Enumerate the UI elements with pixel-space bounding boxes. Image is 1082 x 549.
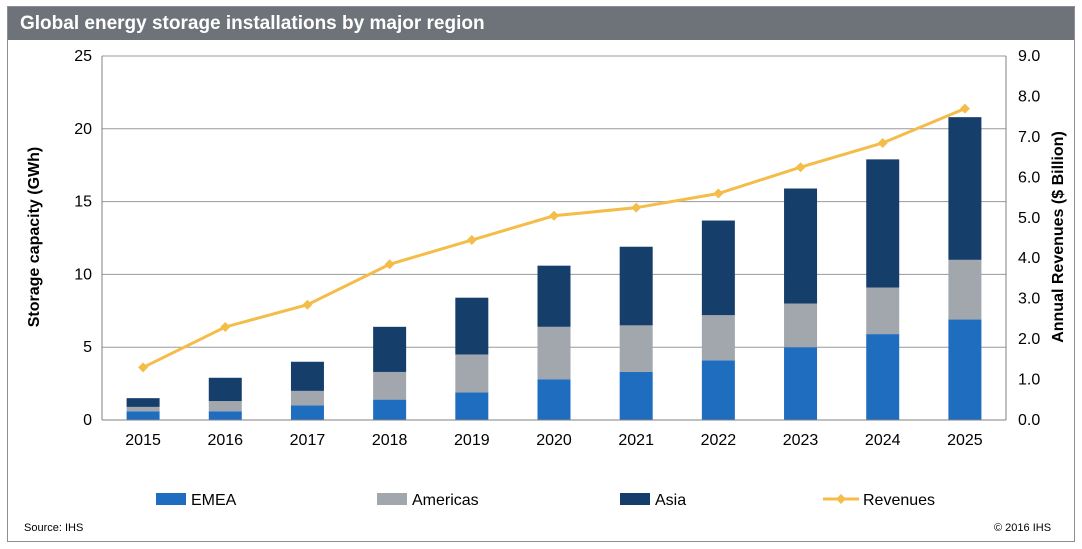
bar-asia-2017 — [290, 361, 324, 391]
bar-americas-2025 — [948, 259, 982, 320]
legend-swatch-asia — [620, 493, 650, 505]
x-tick-label: 2020 — [536, 432, 572, 449]
y2-tick-label: 0.0 — [1018, 412, 1040, 429]
revenue-line — [138, 103, 970, 373]
revenue-marker — [466, 235, 477, 246]
bar-emea-2017 — [290, 405, 324, 420]
x-tick-label: 2015 — [125, 432, 161, 449]
x-tick-label: 2018 — [372, 432, 408, 449]
x-tick-label: 2023 — [783, 432, 819, 449]
y2-tick-label: 9.0 — [1018, 48, 1040, 65]
bar-asia-2016 — [208, 377, 242, 402]
bar-americas-2016 — [208, 401, 242, 412]
x-tick-label: 2022 — [701, 432, 737, 449]
legend-swatch-emea — [156, 493, 186, 505]
axes: 05101520250.01.02.03.04.05.06.07.08.09.0… — [74, 48, 1040, 449]
source-note: Source: IHS — [24, 522, 84, 534]
bar-asia-2020 — [537, 265, 571, 327]
revenue-marker — [959, 103, 970, 114]
y2-tick-label: 8.0 — [1018, 88, 1040, 105]
revenue-marker — [877, 137, 888, 148]
x-tick-label: 2025 — [947, 432, 983, 449]
chart-title: Global energy storage installations by m… — [20, 13, 485, 34]
x-tick-label: 2017 — [290, 432, 326, 449]
revenue-marker — [713, 188, 724, 199]
bar-americas-2024 — [866, 287, 900, 335]
copyright-note: © 2016 IHS — [994, 522, 1052, 534]
y-tick-label: 15 — [74, 194, 92, 211]
y2-tick-label: 6.0 — [1018, 169, 1040, 186]
legend-label-revenues: Revenues — [863, 492, 935, 509]
title-bar: Global energy storage installations by m… — [8, 7, 1074, 40]
revenue-marker — [631, 202, 642, 213]
bar-asia-2023 — [784, 188, 818, 304]
x-tick-label: 2021 — [618, 432, 654, 449]
y-tick-label: 20 — [74, 121, 92, 138]
y2-tick-label: 5.0 — [1018, 210, 1040, 227]
y-tick-label: 10 — [74, 266, 92, 283]
bars — [126, 117, 982, 420]
bar-asia-2021 — [619, 246, 653, 326]
y2-axis-label: Annual Revenues ($ Billion) — [1050, 131, 1067, 343]
y2-tick-label: 3.0 — [1018, 291, 1040, 308]
bar-emea-2020 — [537, 379, 571, 420]
bar-americas-2021 — [619, 325, 653, 372]
revenue-marker — [302, 299, 313, 310]
bar-emea-2025 — [948, 319, 982, 420]
y2-tick-label: 7.0 — [1018, 129, 1040, 146]
bar-asia-2025 — [948, 117, 982, 260]
bar-asia-2015 — [126, 398, 160, 407]
bar-americas-2019 — [455, 354, 489, 393]
bar-emea-2018 — [373, 399, 407, 420]
bar-americas-2018 — [373, 371, 407, 400]
legend-label-asia: Asia — [655, 492, 686, 509]
bar-emea-2016 — [208, 411, 242, 420]
bar-emea-2023 — [784, 347, 818, 420]
revenue-marker — [220, 321, 231, 332]
revenue-marker — [549, 210, 559, 221]
bar-asia-2019 — [455, 297, 489, 355]
legend-marker-revenues — [836, 494, 846, 504]
revenue-marker — [138, 362, 149, 373]
bar-americas-2015 — [126, 406, 160, 412]
y-axis-label: Storage capacity (GWh) — [26, 147, 43, 327]
y2-tick-label: 4.0 — [1018, 250, 1040, 267]
y-tick-label: 5 — [83, 339, 92, 356]
bar-asia-2022 — [701, 220, 735, 316]
y-tick-label: 0 — [83, 412, 92, 429]
x-tick-label: 2024 — [865, 432, 901, 449]
bar-emea-2019 — [455, 392, 489, 420]
y2-tick-label: 2.0 — [1018, 331, 1040, 348]
legend-swatch-americas — [377, 493, 407, 505]
bar-emea-2021 — [619, 371, 653, 420]
bar-americas-2017 — [290, 390, 324, 406]
x-tick-label: 2016 — [207, 432, 243, 449]
bar-americas-2020 — [537, 326, 571, 380]
legend-label-americas: Americas — [412, 492, 479, 509]
legend-label-emea: EMEA — [191, 492, 237, 509]
bar-emea-2015 — [126, 411, 160, 420]
bar-emea-2022 — [701, 360, 735, 420]
bar-asia-2024 — [866, 159, 900, 288]
y2-tick-label: 1.0 — [1018, 372, 1040, 389]
revenue-marker — [795, 162, 806, 173]
bar-americas-2022 — [701, 315, 735, 361]
legend: EMEA Americas Asia Revenues — [156, 492, 935, 509]
bar-americas-2023 — [784, 303, 818, 348]
bar-emea-2024 — [866, 334, 900, 420]
bar-asia-2018 — [373, 326, 407, 372]
y-tick-label: 25 — [74, 48, 92, 65]
x-tick-label: 2019 — [454, 432, 490, 449]
revenue-marker — [384, 259, 395, 270]
